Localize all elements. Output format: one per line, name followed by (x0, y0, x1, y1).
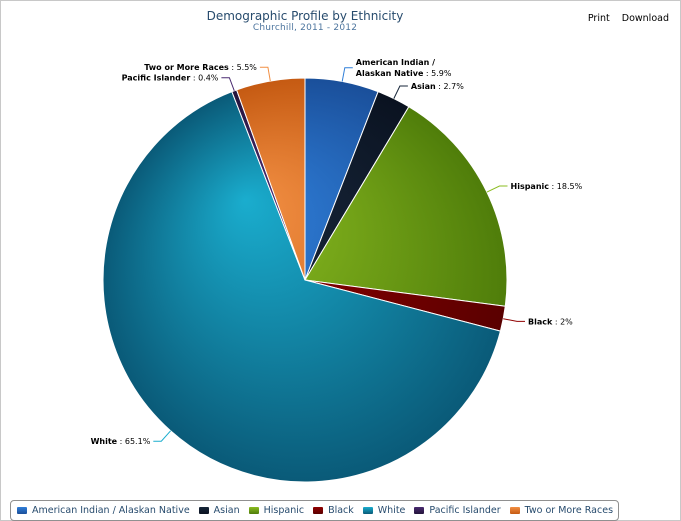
legend-swatch (361, 506, 374, 515)
legend-item-asian[interactable]: Asian (197, 505, 240, 516)
data-label-pacific-islander: Pacific Islander : 0.4% (122, 74, 219, 83)
legend-label: Two or More Races (524, 505, 614, 516)
legend-item-white[interactable]: White (361, 505, 406, 516)
legend-swatch (16, 506, 28, 515)
chart-subtitle: Churchill, 2011 - 2012 (252, 23, 358, 33)
legend-label: White (377, 505, 406, 516)
legend-label: American Indian / Alaskan Native (32, 505, 190, 516)
legend-swatch (197, 506, 210, 515)
legend-item-black[interactable]: Black (312, 505, 354, 516)
legend-label: Hispanic (263, 505, 305, 516)
pie-slice-two-or-more-races[interactable] (236, 77, 306, 281)
connector-two-or-more-races (259, 66, 271, 82)
legend-label: Asian (213, 505, 240, 516)
data-label-white: White : 65.1% (91, 437, 151, 446)
data-label-hispanic: Hispanic : 18.5% (511, 182, 583, 191)
legend-item-american-indian-alaskan-native[interactable]: American Indian / Alaskan Native (16, 505, 190, 516)
connector-white (153, 430, 171, 442)
legend-label: Black (328, 505, 354, 516)
data-label-two-or-more-races: Two or More Races : 5.5% (144, 63, 257, 72)
pie-slice-hispanic[interactable] (304, 106, 508, 307)
connector-pacific-islander (221, 77, 235, 91)
connector-black (503, 318, 525, 322)
data-label-american-indian-alaskan-native: American Indian / Alaskan Native : 5.9% (356, 58, 452, 78)
connector-american-indian-alaskan-native (341, 67, 353, 82)
pie-slice-white[interactable] (102, 91, 501, 483)
print-link[interactable]: Print (587, 13, 610, 24)
legend-label: Pacific Islander (429, 505, 501, 516)
legend-item-hispanic[interactable]: Hispanic (247, 505, 305, 516)
chart-legend: American Indian / Alaskan Native Asian His… (10, 500, 620, 521)
legend-item-pacific-islander[interactable]: Pacific Islander (413, 505, 501, 516)
data-label-black: Black : 2% (528, 317, 573, 326)
legend-swatch (247, 506, 260, 515)
connector-asian (393, 85, 408, 99)
data-label-asian: Asian : 2.7% (411, 82, 464, 91)
export-menu: Print Download (579, 13, 669, 24)
download-link[interactable]: Download (621, 13, 669, 24)
legend-swatch (413, 506, 426, 515)
connector-hispanic (486, 185, 508, 193)
legend-item-two-or-more-races[interactable]: Two or More Races (508, 505, 614, 516)
chart-title: Demographic Profile by Ethnicity (206, 9, 404, 23)
legend-swatch (312, 506, 325, 515)
legend-swatch (508, 506, 521, 515)
